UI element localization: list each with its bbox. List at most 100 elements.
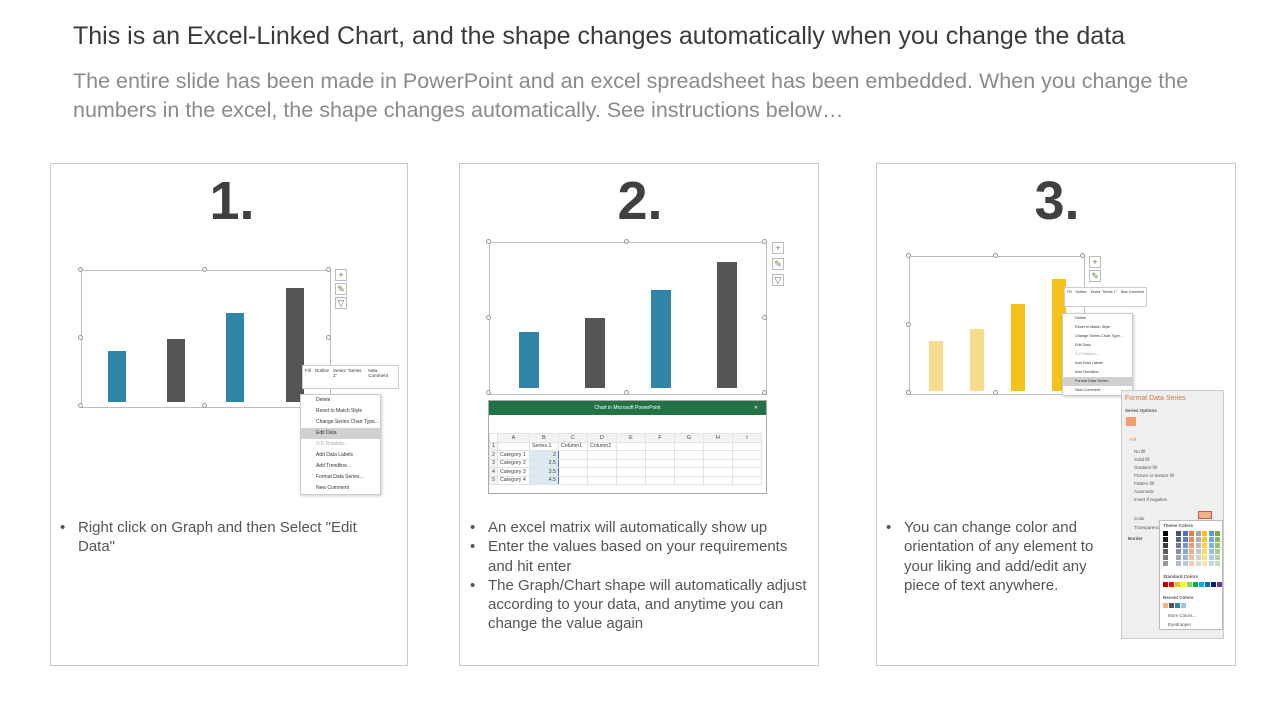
fill-button[interactable]: Fill: [1067, 290, 1072, 294]
new-comment-button[interactable]: New Comment: [1120, 290, 1144, 294]
resize-handle[interactable]: [202, 403, 207, 408]
cell[interactable]: Category 2: [496, 458, 530, 468]
eyedropper-item[interactable]: Eyedropper: [1168, 622, 1192, 627]
cell[interactable]: [673, 450, 704, 460]
chart-2[interactable]: [486, 239, 767, 395]
color-swatch[interactable]: [1176, 543, 1181, 548]
color-swatch[interactable]: [1181, 582, 1186, 587]
color-swatch[interactable]: [1208, 549, 1214, 554]
cell[interactable]: [702, 467, 733, 477]
color-swatch[interactable]: [1182, 555, 1188, 560]
cell[interactable]: [586, 467, 617, 477]
series-select[interactable]: Series "Series 1": [333, 368, 362, 378]
cell[interactable]: Column1: [557, 441, 588, 451]
color-swatch[interactable]: [1163, 555, 1168, 560]
color-swatch[interactable]: [1163, 549, 1168, 554]
color-swatch[interactable]: [1176, 555, 1181, 560]
color-swatch[interactable]: [1208, 531, 1214, 536]
color-swatch[interactable]: [1169, 549, 1175, 554]
recent-color-swatch[interactable]: [1181, 603, 1186, 608]
context-menu-item[interactable]: Add Trendline...: [316, 463, 352, 469]
color-swatch[interactable]: [1202, 561, 1207, 566]
resize-handle[interactable]: [326, 267, 331, 272]
color-swatch[interactable]: [1202, 537, 1207, 542]
color-swatch[interactable]: [1189, 549, 1194, 554]
resize-handle[interactable]: [624, 390, 629, 395]
cell[interactable]: [644, 441, 675, 451]
resize-handle[interactable]: [993, 253, 998, 258]
color-swatch[interactable]: [1199, 582, 1204, 587]
resize-handle[interactable]: [1080, 253, 1085, 258]
chart-styles-icon[interactable]: ✎: [335, 283, 347, 295]
resize-handle[interactable]: [624, 239, 629, 244]
fill-option[interactable]: Invert if negative: [1134, 497, 1168, 502]
color-swatch[interactable]: [1195, 537, 1201, 542]
context-menu-item[interactable]: Edit Data: [1075, 343, 1091, 347]
cell[interactable]: [644, 467, 675, 477]
fill-option[interactable]: No fill: [1134, 449, 1146, 454]
cell[interactable]: [557, 475, 588, 485]
color-swatch[interactable]: [1176, 537, 1181, 542]
color-swatch[interactable]: [1195, 549, 1201, 554]
cell[interactable]: [615, 441, 646, 451]
resize-handle[interactable]: [78, 267, 83, 272]
cell[interactable]: [702, 475, 733, 485]
cell[interactable]: 2.5: [528, 458, 559, 468]
color-swatch[interactable]: [1163, 531, 1168, 536]
cell[interactable]: [731, 467, 762, 477]
cell[interactable]: [615, 458, 646, 468]
fill-option[interactable]: Pattern fill: [1134, 481, 1155, 486]
color-swatch[interactable]: [1187, 582, 1192, 587]
column-header[interactable]: A: [496, 433, 530, 443]
context-menu-item[interactable]: Add Data Labels: [316, 452, 353, 458]
color-swatch[interactable]: [1205, 582, 1210, 587]
color-swatch[interactable]: [1163, 561, 1168, 566]
context-menu-item[interactable]: Add Data Labels: [1075, 361, 1104, 365]
chart-filter-icon[interactable]: ▽: [772, 274, 784, 286]
resize-handle[interactable]: [486, 314, 491, 320]
column-header[interactable]: D: [586, 433, 617, 443]
chart-bar[interactable]: [108, 351, 126, 402]
fill-option[interactable]: Gradient fill: [1134, 465, 1157, 470]
row-number[interactable]: 4: [489, 467, 498, 477]
chart-elements-icon[interactable]: +: [1089, 256, 1101, 268]
color-swatch[interactable]: [1208, 537, 1214, 542]
chart-bar[interactable]: [929, 341, 943, 391]
cell[interactable]: [586, 458, 617, 468]
cell[interactable]: [615, 467, 646, 477]
color-swatch[interactable]: [1163, 537, 1168, 542]
color-swatch[interactable]: [1202, 543, 1207, 548]
context-menu-item[interactable]: Reset to Match Style: [1075, 325, 1111, 329]
color-swatch[interactable]: [1163, 582, 1168, 587]
resize-handle[interactable]: [486, 239, 491, 244]
cell[interactable]: [615, 450, 646, 460]
cell[interactable]: 2: [528, 450, 559, 460]
recent-color-swatch[interactable]: [1175, 603, 1180, 608]
context-menu-item[interactable]: Reset to Match Style: [316, 408, 363, 414]
fill-line-icon[interactable]: [1126, 417, 1136, 426]
color-swatch[interactable]: [1208, 555, 1214, 560]
resize-handle[interactable]: [326, 335, 331, 340]
recent-color-swatch[interactable]: [1163, 603, 1168, 608]
color-swatch[interactable]: [1215, 561, 1220, 566]
fill-option[interactable]: Solid fill: [1134, 457, 1150, 462]
color-swatch[interactable]: [1211, 582, 1216, 587]
color-swatch[interactable]: [1163, 543, 1168, 548]
cell[interactable]: [702, 450, 733, 460]
cell[interactable]: Column2: [586, 441, 617, 451]
cell[interactable]: [673, 467, 704, 477]
color-swatch[interactable]: [1195, 543, 1201, 548]
chart-bar[interactable]: [1011, 303, 1025, 391]
fill-button[interactable]: Fill: [305, 368, 311, 373]
chart-3[interactable]: [906, 253, 1085, 395]
cell[interactable]: Category 3: [496, 467, 530, 477]
cell[interactable]: [644, 475, 675, 485]
series-select[interactable]: Series "Series 1": [1090, 290, 1117, 294]
cell[interactable]: [557, 467, 588, 477]
series-options-tab[interactable]: Series Options: [1125, 408, 1157, 413]
color-swatch[interactable]: [1215, 531, 1220, 536]
chart-bar[interactable]: [519, 332, 539, 388]
resize-handle[interactable]: [762, 239, 767, 244]
chart-bar[interactable]: [717, 262, 737, 388]
chart-bar[interactable]: [167, 338, 185, 402]
